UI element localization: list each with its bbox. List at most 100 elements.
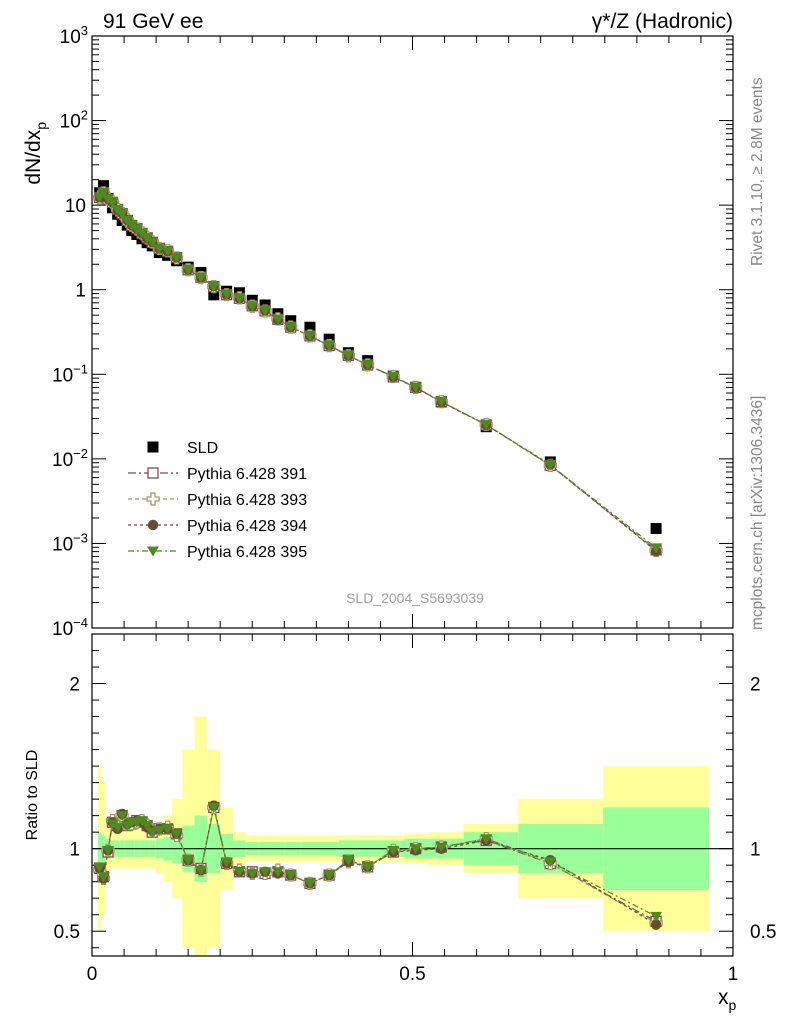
legend-label: Pythia 6.428 391 [187, 466, 307, 483]
mc-point [271, 314, 284, 325]
ratio-point [97, 872, 110, 883]
y-tick-label: 102 [60, 108, 88, 133]
ratio-tick-label: 1 [69, 840, 80, 861]
legend-marker [147, 467, 159, 479]
mc-point [387, 372, 400, 383]
ratio-point [342, 855, 355, 866]
ratio-point [323, 870, 336, 881]
header-right: γ*/Z (Hadronic) [592, 10, 733, 33]
mc-point [182, 265, 195, 276]
ratio-point [102, 845, 115, 856]
ratio-point [303, 878, 316, 889]
mc-point [544, 460, 557, 471]
xlabel-sub: p [729, 997, 737, 1013]
mc-point [220, 289, 233, 300]
mc-line [99, 191, 657, 552]
y-tick-label: 10−4 [52, 615, 88, 640]
header-left: 91 GeV ee [103, 10, 203, 33]
ratio-tick-label-right: 1 [750, 840, 761, 861]
sld-point [208, 289, 220, 301]
ratio-point [111, 822, 124, 833]
y-tick-label: 10−3 [52, 530, 88, 555]
mc-point [246, 301, 259, 312]
ratio-point [141, 821, 154, 832]
legend: SLD Pythia 6.428 391 Pythia 6.428 393 Pythi… [128, 440, 307, 561]
main-axis: 10−4 10−3 10−2 10−1 1 10 102 103 [52, 23, 734, 640]
mc-point [116, 209, 129, 220]
legend-marker [147, 546, 159, 557]
ratio-tick-label: 2 [69, 675, 80, 696]
mc-point [170, 253, 183, 264]
ratio-point [182, 855, 195, 866]
ratio-point [544, 857, 557, 868]
ratio-point [207, 802, 220, 813]
ratio-tick-label-right: 2 [750, 675, 761, 696]
mc-point [106, 198, 119, 209]
mcplots-text: mcplots.cern.ch [arXiv:1306.3436] [749, 396, 766, 630]
main-series-layer [93, 180, 663, 558]
mc-point [650, 543, 663, 554]
x-tick-label: 0 [87, 964, 98, 985]
mc-point [146, 237, 159, 248]
legend-label: Pythia 6.428 393 [187, 492, 307, 509]
ratio-point [220, 857, 233, 868]
mc-point [409, 382, 422, 393]
y-tick-label: 1 [75, 281, 86, 302]
legend-label: SLD [187, 440, 218, 457]
ratio-point [233, 867, 246, 878]
mc-point [435, 397, 448, 408]
y-tick-label: 10−1 [52, 361, 88, 386]
legend-marker [147, 519, 159, 531]
legend-label: Pythia 6.428 395 [187, 544, 307, 561]
main-ylabel: dN/dxp [22, 122, 49, 185]
mc-line [99, 191, 657, 551]
main-ylabel-sub: p [33, 122, 49, 130]
ratio-point [271, 867, 284, 878]
ratio-point [161, 824, 174, 835]
ratio-point [435, 842, 448, 853]
ratio-point [409, 844, 422, 855]
mc-point [233, 293, 246, 304]
mc-point [323, 341, 336, 352]
ratio-point [106, 819, 119, 830]
mc-point [207, 282, 220, 293]
legend-marker [147, 441, 159, 453]
mc-point [303, 331, 316, 342]
y-tick-label: 103 [60, 23, 88, 48]
x-tick-label: 1 [728, 964, 739, 985]
ratio-point [170, 829, 183, 840]
mc-line [99, 191, 657, 549]
mc-point [194, 273, 207, 284]
mc-point [161, 246, 174, 257]
ratio-uncertainty-bands [97, 716, 709, 956]
ratio-series-layer [93, 800, 663, 930]
main-ylabel-text: dN/dx [22, 129, 45, 184]
ratio-point [116, 811, 129, 822]
mc-point [259, 306, 272, 317]
svg-text:dN/dxp: dN/dxp [22, 122, 49, 185]
y-tick-label: 10 [65, 196, 86, 217]
ratio-ylabel: Ratio to SLD [24, 750, 41, 841]
ratio-point [146, 827, 159, 838]
plot-frames [91, 35, 734, 957]
ratio-tick-label-right: 0.5 [750, 922, 776, 943]
ratio-point [153, 826, 166, 837]
sld-point [98, 180, 110, 192]
mc-point [361, 360, 374, 371]
ratio-point [93, 862, 106, 873]
rivet-text: Rivet 3.1.10, ≥ 2.8M events [749, 77, 766, 266]
ratio-point [259, 867, 272, 878]
main-frame [91, 35, 734, 629]
mc-point [480, 420, 493, 431]
mc-point [284, 322, 297, 333]
ratio-point [480, 834, 493, 845]
mc-point [97, 187, 110, 198]
ratio-point [361, 862, 374, 873]
ratio-point [194, 865, 207, 876]
ratio-point [246, 868, 259, 879]
ratio-point [284, 870, 297, 881]
mc-point [342, 350, 355, 361]
legend-marker [146, 492, 160, 506]
ratio-tick-label: 0.5 [54, 922, 80, 943]
